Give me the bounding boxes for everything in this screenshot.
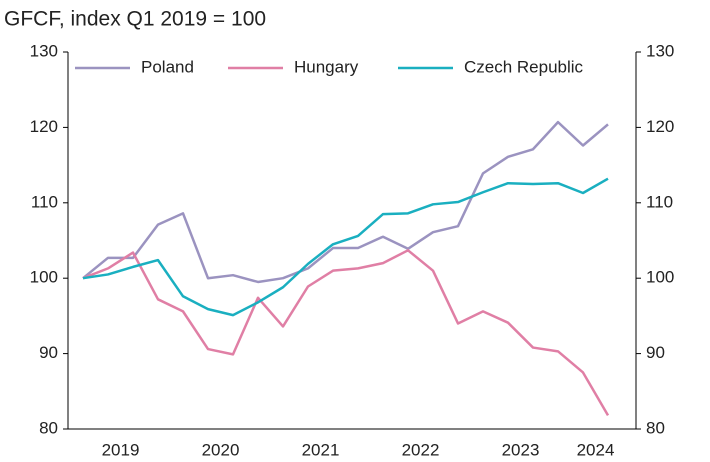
y2-tick-label: 120 bbox=[646, 117, 674, 136]
series-line bbox=[82, 249, 610, 417]
x-tick-label: 2020 bbox=[202, 440, 240, 459]
series-line bbox=[82, 177, 609, 317]
y-tick-label: 130 bbox=[30, 41, 58, 60]
legend-label: Czech Republic bbox=[464, 57, 584, 76]
x-tick-label: 2022 bbox=[402, 440, 440, 459]
chart-title: GFCF, index Q1 2019 = 100 bbox=[4, 8, 266, 31]
series-line bbox=[82, 120, 609, 284]
y2-tick-label: 100 bbox=[646, 268, 674, 287]
y-tick-label: 110 bbox=[31, 192, 58, 211]
x-tick-label: 2024 bbox=[577, 440, 615, 459]
x-tick-label: 2021 bbox=[302, 440, 340, 459]
legend-label: Poland bbox=[141, 57, 194, 76]
y2-tick-label: 110 bbox=[646, 192, 673, 211]
y-tick-label: 80 bbox=[39, 418, 58, 437]
y2-tick-label: 80 bbox=[646, 418, 665, 437]
x-tick-label: 2023 bbox=[502, 440, 540, 459]
y-tick-label: 100 bbox=[30, 268, 58, 287]
y2-tick-label: 90 bbox=[646, 343, 665, 362]
y-tick-label: 90 bbox=[39, 343, 58, 362]
x-tick-label: 2019 bbox=[102, 440, 140, 459]
legend-label: Hungary bbox=[294, 57, 359, 76]
y-tick-label: 120 bbox=[30, 117, 58, 136]
y2-tick-label: 130 bbox=[646, 41, 674, 60]
